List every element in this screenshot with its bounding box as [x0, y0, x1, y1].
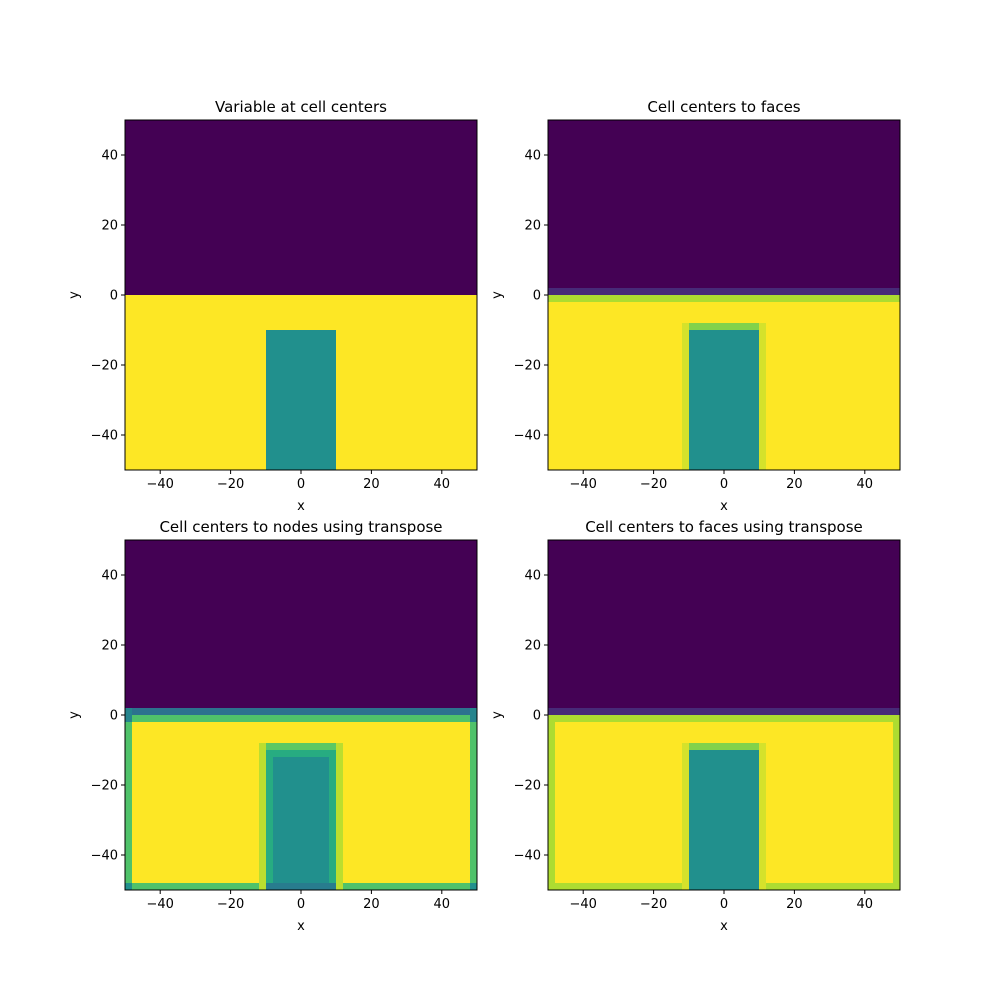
y-tick-label: 0 — [110, 709, 118, 724]
panel-3: Cell centers to nodes using transpose x … — [67, 518, 478, 934]
x-tick-label: 40 — [434, 897, 451, 912]
panel-3-ylabel: y — [67, 711, 82, 719]
panel-1: Variable at cell centers x y −40 −40 −20 −2… — [67, 98, 478, 514]
heatmap-cell — [469, 708, 477, 722]
y-tick-label: 0 — [110, 289, 118, 304]
x-tick-label: −20 — [217, 897, 244, 912]
y-tick-label: −40 — [514, 429, 541, 444]
panel-1-title: Variable at cell centers — [215, 98, 387, 116]
y-tick-label: −20 — [514, 779, 541, 794]
panel-1-xlabel: x — [297, 499, 305, 514]
y-tick-label: −20 — [91, 779, 118, 794]
x-tick-label: −40 — [146, 477, 173, 492]
panel-1-heatmap — [125, 120, 477, 470]
x-tick-label: 20 — [363, 477, 380, 492]
heatmap-cell — [125, 715, 477, 722]
y-tick-label: −20 — [514, 359, 541, 374]
heatmap-cell — [548, 540, 900, 715]
x-tick-label: 0 — [720, 477, 728, 492]
x-tick-label: −20 — [217, 477, 244, 492]
x-tick-label: 20 — [786, 477, 803, 492]
y-tick-label: 40 — [101, 149, 118, 164]
y-tick-label: 0 — [533, 289, 541, 304]
y-tick-label: −40 — [514, 849, 541, 864]
x-tick-label: 0 — [720, 897, 728, 912]
heatmap-cell — [688, 883, 760, 890]
x-tick-label: 20 — [363, 897, 380, 912]
x-tick-label: 0 — [297, 897, 305, 912]
x-tick-label: 0 — [297, 477, 305, 492]
panel-4-xlabel: x — [720, 919, 728, 934]
heatmap-cell — [548, 288, 900, 295]
heatmap-cell — [469, 715, 477, 890]
y-tick-label: 20 — [101, 219, 118, 234]
panel-4-title: Cell centers to faces using transpose — [585, 518, 863, 536]
y-tick-label: 40 — [101, 569, 118, 584]
panel-2-heatmap — [548, 120, 900, 470]
panel-2-ylabel: y — [490, 291, 505, 299]
y-tick-label: −40 — [91, 429, 118, 444]
y-tick-label: −20 — [91, 359, 118, 374]
heatmap-cell — [548, 715, 556, 890]
heatmap-cell — [125, 883, 133, 890]
y-tick-label: −40 — [91, 849, 118, 864]
heatmap-cell — [548, 295, 900, 302]
x-tick-label: −20 — [640, 897, 667, 912]
heatmap-cell — [548, 120, 900, 295]
x-tick-label: 40 — [434, 477, 451, 492]
panel-2: Cell centers to faces x y −40 −40 −20 −20 0 0… — [490, 98, 901, 514]
y-tick-label: 20 — [101, 639, 118, 654]
heatmap-cell — [125, 708, 477, 715]
panel-4-ylabel: y — [490, 711, 505, 719]
x-tick-label: −20 — [640, 477, 667, 492]
heatmap-cell — [265, 330, 337, 470]
heatmap-cell — [125, 540, 477, 715]
y-tick-label: 20 — [524, 639, 541, 654]
x-tick-label: −40 — [146, 897, 173, 912]
panel-2-title: Cell centers to faces — [647, 98, 800, 116]
x-tick-label: −40 — [569, 897, 596, 912]
panel-4-heatmap — [548, 540, 900, 890]
heatmap-cell — [125, 120, 477, 295]
x-tick-label: 40 — [857, 897, 874, 912]
heatmap-cell — [265, 883, 337, 890]
heatmap-cell — [125, 715, 133, 890]
x-tick-label: 20 — [786, 897, 803, 912]
y-tick-label: 40 — [524, 569, 541, 584]
panel-1-ylabel: y — [67, 291, 82, 299]
x-tick-label: −40 — [569, 477, 596, 492]
y-tick-label: 0 — [533, 709, 541, 724]
panel-3-xlabel: x — [297, 919, 305, 934]
heatmap-cell — [469, 883, 477, 890]
panel-3-heatmap — [125, 540, 477, 890]
heatmap-cell — [688, 330, 760, 470]
heatmap-cell — [125, 708, 133, 722]
heatmap-cell — [688, 750, 760, 890]
panel-4: Cell centers to faces using transpose x … — [490, 518, 901, 934]
panel-3-title: Cell centers to nodes using transpose — [159, 518, 442, 536]
heatmap-cell — [272, 757, 330, 890]
heatmap-cell — [548, 715, 900, 722]
panel-2-xlabel: x — [720, 499, 728, 514]
x-tick-label: 40 — [857, 477, 874, 492]
y-tick-label: 40 — [524, 149, 541, 164]
heatmap-cell — [548, 708, 900, 715]
y-tick-label: 20 — [524, 219, 541, 234]
heatmap-cell — [892, 715, 900, 890]
